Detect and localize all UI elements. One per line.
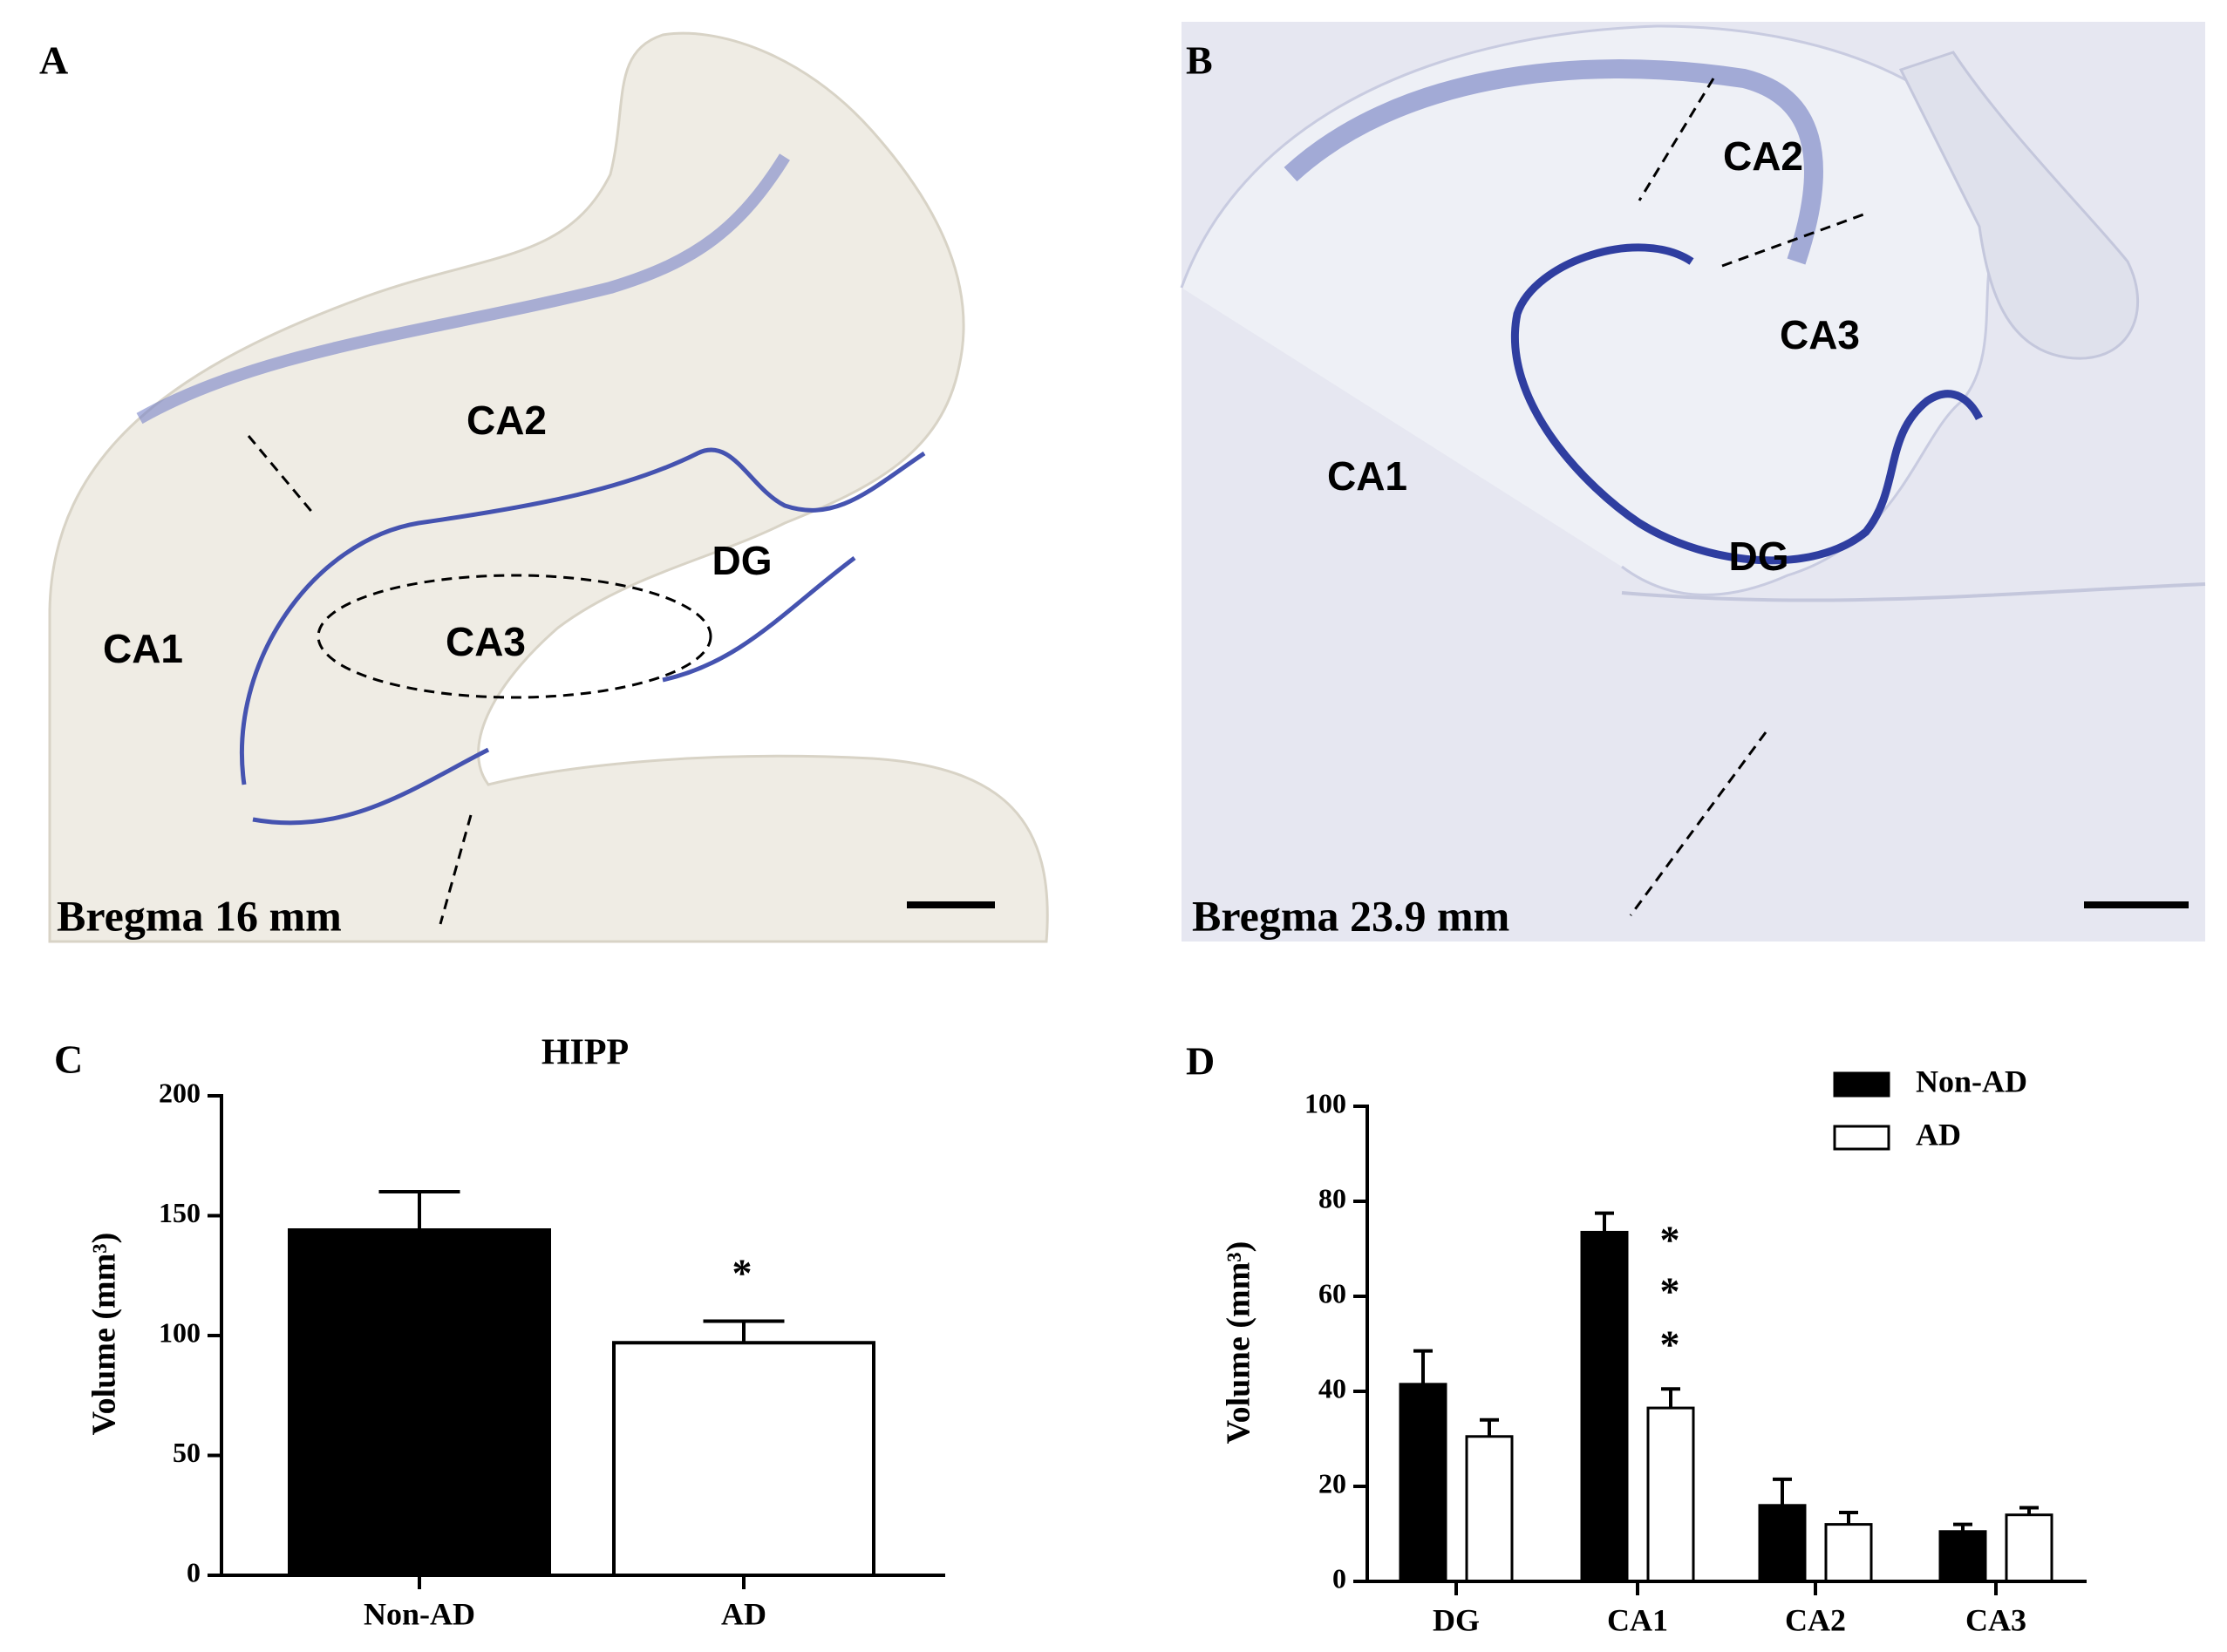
y-tick-label: 0: [187, 1556, 201, 1587]
bregma-label: Bregma 16 mm: [57, 891, 342, 940]
y-tick-label: 20: [1318, 1467, 1346, 1499]
significance-mark: *: [1660, 1322, 1680, 1367]
y-axis-label: Volume (mm³): [1221, 1241, 1257, 1445]
x-tick-label: DG: [1433, 1602, 1480, 1637]
x-tick-label: CA1: [1607, 1602, 1668, 1637]
bar: [612, 1341, 875, 1577]
legend-swatch: [1833, 1125, 1890, 1151]
bar: [1758, 1504, 1807, 1583]
region-label: CA1: [103, 626, 183, 671]
y-axis-label: Volume (mm³): [86, 1233, 123, 1436]
y-tick-label: 200: [159, 1077, 201, 1108]
bar: [1465, 1435, 1514, 1583]
region-label: CA3: [1780, 312, 1860, 357]
chart-title: HIPP: [541, 1033, 629, 1073]
bar: [288, 1228, 551, 1577]
bar: [1824, 1523, 1873, 1583]
bregma-label: Bregma 23.9 mm: [1192, 891, 1509, 940]
legend-label: AD: [1916, 1117, 1961, 1152]
y-tick-label: 150: [159, 1197, 201, 1228]
panel-letter: B: [1186, 38, 1213, 83]
bar: [1938, 1530, 1987, 1583]
bar: [2005, 1513, 2053, 1583]
y-tick-label: 0: [1332, 1562, 1346, 1594]
region-label: DG: [1729, 534, 1789, 579]
significance-mark: *: [1660, 1218, 1680, 1262]
region-label: CA2: [467, 398, 547, 443]
legend-label: Non-AD: [1916, 1064, 2027, 1098]
y-tick-label: 60: [1318, 1277, 1346, 1309]
y-tick-label: 100: [1304, 1087, 1346, 1118]
x-tick-label: Non-AD: [364, 1596, 475, 1631]
panel-letter: A: [39, 38, 68, 83]
region-label: DG: [712, 538, 773, 583]
panel-letter: C: [54, 1037, 83, 1082]
panel-letter: D: [1186, 1039, 1215, 1084]
bar: [1399, 1383, 1447, 1583]
bar: [1646, 1406, 1695, 1583]
y-tick-label: 100: [159, 1316, 201, 1348]
x-tick-label: CA3: [1965, 1602, 2026, 1637]
y-tick-label: 50: [173, 1437, 201, 1468]
region-label: CA2: [1723, 133, 1803, 179]
x-tick-label: CA2: [1785, 1602, 1846, 1637]
panel-b-image: [1180, 22, 2206, 942]
legend-swatch: [1833, 1071, 1890, 1098]
y-tick-label: 80: [1318, 1182, 1346, 1214]
region-label: CA1: [1327, 453, 1407, 499]
region-label: CA3: [446, 619, 526, 664]
significance-mark: *: [1660, 1269, 1680, 1314]
bar: [1580, 1230, 1629, 1583]
x-tick-label: AD: [721, 1596, 766, 1631]
y-tick-label: 40: [1318, 1372, 1346, 1404]
panel-a-image: [48, 22, 1056, 943]
significance-mark: *: [732, 1251, 753, 1295]
